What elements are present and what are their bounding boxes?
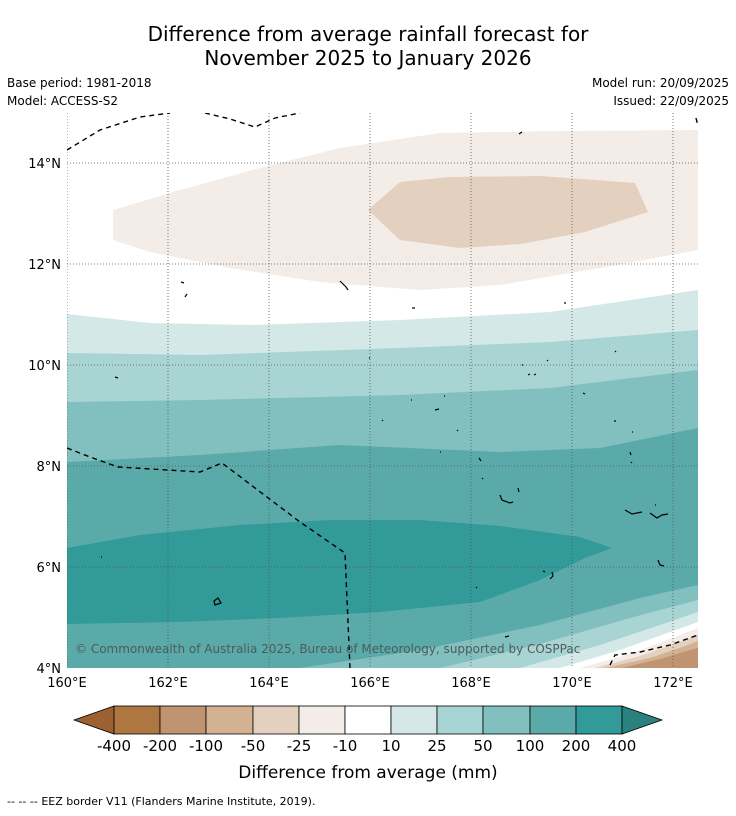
colorbar-seg-n200 — [159, 705, 207, 735]
band-coast-n200 — [622, 648, 698, 668]
y-tick-4n: 4°N — [37, 662, 62, 677]
colorbar-arrow-low — [72, 705, 115, 735]
y-tick-6n: 6°N — [37, 561, 62, 576]
cb-tick-p10: 10 — [381, 737, 400, 755]
eez-legend-text: EEZ border V11 (Flanders Marine Institut… — [41, 795, 316, 808]
colorbar-label: Difference from average (mm) — [238, 763, 497, 783]
colorbar-seg-p25 — [436, 705, 484, 735]
cb-tick-n200: -200 — [143, 737, 177, 755]
map-area: © Commonwealth of Australia 2025, Bureau… — [67, 113, 698, 668]
cb-tick-p200: 200 — [562, 737, 591, 755]
islands — [101, 131, 669, 638]
x-tick-162e: 162°E — [148, 676, 188, 691]
colorbar-seg-n50 — [252, 705, 300, 735]
y-axis-labels: 14°N 12°N 10°N 8°N 6°N 4°N — [28, 157, 61, 677]
chart-title: Difference from average rainfall forecas… — [0, 22, 736, 70]
colorbar-seg-n25 — [298, 705, 346, 735]
model-run: Model run: 20/09/2025 — [591, 76, 729, 90]
cb-tick-n10: -10 — [333, 737, 358, 755]
y-tick-12n: 12°N — [28, 258, 61, 273]
eez-legend: -- -- -- EEZ border V11 (Flanders Marine… — [7, 795, 315, 808]
colorbar-seg-n400 — [113, 705, 161, 735]
y-tick-8n: 8°N — [37, 460, 62, 475]
colorbar-seg-p50 — [482, 705, 531, 735]
colorbar-seg-n10 — [344, 705, 392, 735]
cb-tick-n50: -50 — [241, 737, 266, 755]
title-line-1: Difference from average rainfall forecas… — [147, 22, 589, 46]
colorbar-seg-p100 — [529, 705, 577, 735]
x-axis-labels: 160°E 162°E 164°E 166°E 168°E 170°E 172°… — [47, 676, 693, 691]
cb-tick-n400: -400 — [97, 737, 131, 755]
cb-tick-n25: -25 — [287, 737, 312, 755]
band-n50-25 — [368, 176, 648, 248]
copyright-text: © Commonwealth of Australia 2025, Bureau… — [75, 642, 580, 656]
graticule — [67, 113, 698, 668]
colorbar-seg-p200 — [575, 705, 623, 735]
meta-right: Model run: 20/09/2025 Issued: 22/09/2025 — [592, 74, 729, 110]
cb-tick-p25: 25 — [427, 737, 446, 755]
x-tick-166e: 166°E — [350, 676, 390, 691]
y-tick-14n: 14°N — [28, 157, 61, 172]
cb-tick-n100: -100 — [189, 737, 223, 755]
x-tick-172e: 172°E — [653, 676, 693, 691]
cb-tick-p50: 50 — [473, 737, 492, 755]
colorbar-seg-p10 — [390, 705, 438, 735]
y-tick-10n: 10°N — [28, 359, 61, 374]
band-p200-400 — [67, 520, 612, 624]
colorbar-arrow-high — [621, 705, 664, 735]
colorbar-seg-n100 — [205, 705, 254, 735]
cb-tick-p400: 400 — [608, 737, 637, 755]
x-tick-164e: 164°E — [249, 676, 289, 691]
x-tick-168e: 168°E — [451, 676, 491, 691]
eez-line-symbol: -- -- -- — [7, 795, 38, 808]
x-tick-160e: 160°E — [47, 676, 87, 691]
meta-left: Base period: 1981-2018 Model: ACCESS-S2 — [7, 74, 152, 110]
cb-tick-p100: 100 — [516, 737, 545, 755]
title-line-2: November 2025 to January 2026 — [204, 46, 532, 70]
model-name: Model: ACCESS-S2 — [7, 94, 119, 108]
issued-date: Issued: 22/09/2025 — [613, 94, 729, 108]
base-period: Base period: 1981-2018 — [7, 76, 152, 90]
colorbar-ticks: -400 -200 -100 -50 -25 -10 10 25 50 100 … — [97, 737, 636, 755]
eez-borders — [67, 113, 698, 668]
colorbar — [72, 705, 664, 735]
x-tick-170e: 170°E — [552, 676, 592, 691]
